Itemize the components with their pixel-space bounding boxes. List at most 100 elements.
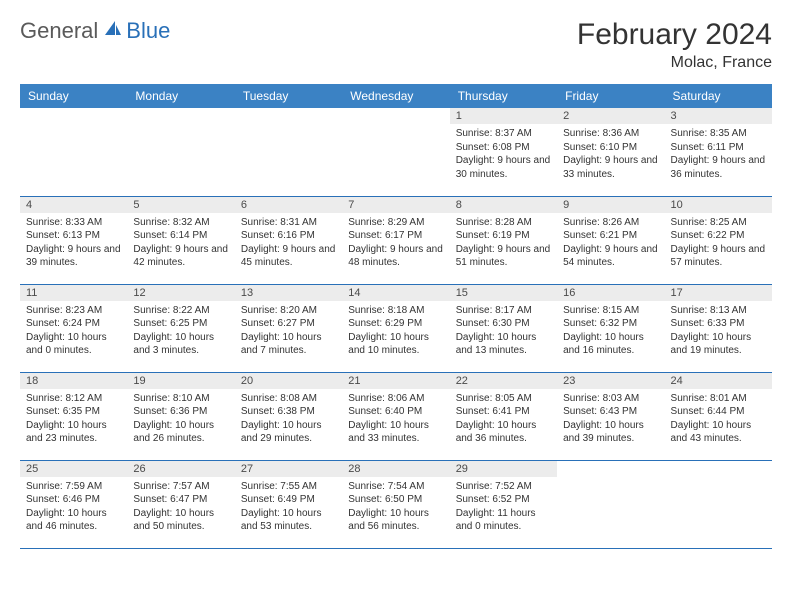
weekday-header-row: SundayMondayTuesdayWednesdayThursdayFrid… xyxy=(20,84,772,108)
day-number: 7 xyxy=(342,197,449,213)
day-cell: 5Sunrise: 8:32 AMSunset: 6:14 PMDaylight… xyxy=(127,196,234,284)
day-details: Sunrise: 7:59 AMSunset: 6:46 PMDaylight:… xyxy=(20,477,127,540)
empty-cell xyxy=(665,460,772,548)
day-cell: 12Sunrise: 8:22 AMSunset: 6:25 PMDayligh… xyxy=(127,284,234,372)
day-details: Sunrise: 8:03 AMSunset: 6:43 PMDaylight:… xyxy=(557,389,664,452)
day-number: 5 xyxy=(127,197,234,213)
day-number: 3 xyxy=(665,108,772,124)
day-number: 14 xyxy=(342,285,449,301)
day-cell: 28Sunrise: 7:54 AMSunset: 6:50 PMDayligh… xyxy=(342,460,449,548)
day-cell: 26Sunrise: 7:57 AMSunset: 6:47 PMDayligh… xyxy=(127,460,234,548)
logo-text-blue: Blue xyxy=(126,18,170,44)
day-details: Sunrise: 8:28 AMSunset: 6:19 PMDaylight:… xyxy=(450,213,557,276)
day-cell: 8Sunrise: 8:28 AMSunset: 6:19 PMDaylight… xyxy=(450,196,557,284)
day-number: 27 xyxy=(235,461,342,477)
day-number: 4 xyxy=(20,197,127,213)
day-cell: 25Sunrise: 7:59 AMSunset: 6:46 PMDayligh… xyxy=(20,460,127,548)
day-cell: 19Sunrise: 8:10 AMSunset: 6:36 PMDayligh… xyxy=(127,372,234,460)
day-details: Sunrise: 8:22 AMSunset: 6:25 PMDaylight:… xyxy=(127,301,234,364)
day-details: Sunrise: 8:01 AMSunset: 6:44 PMDaylight:… xyxy=(665,389,772,452)
day-cell: 11Sunrise: 8:23 AMSunset: 6:24 PMDayligh… xyxy=(20,284,127,372)
day-details: Sunrise: 8:12 AMSunset: 6:35 PMDaylight:… xyxy=(20,389,127,452)
day-number: 12 xyxy=(127,285,234,301)
day-details: Sunrise: 8:31 AMSunset: 6:16 PMDaylight:… xyxy=(235,213,342,276)
day-number: 20 xyxy=(235,373,342,389)
day-details: Sunrise: 8:05 AMSunset: 6:41 PMDaylight:… xyxy=(450,389,557,452)
day-cell: 22Sunrise: 8:05 AMSunset: 6:41 PMDayligh… xyxy=(450,372,557,460)
empty-cell xyxy=(20,108,127,196)
day-cell: 29Sunrise: 7:52 AMSunset: 6:52 PMDayligh… xyxy=(450,460,557,548)
day-number: 8 xyxy=(450,197,557,213)
day-number: 26 xyxy=(127,461,234,477)
day-number: 25 xyxy=(20,461,127,477)
day-details: Sunrise: 8:18 AMSunset: 6:29 PMDaylight:… xyxy=(342,301,449,364)
day-details: Sunrise: 8:32 AMSunset: 6:14 PMDaylight:… xyxy=(127,213,234,276)
logo: General Blue xyxy=(20,18,170,44)
day-number: 9 xyxy=(557,197,664,213)
day-details: Sunrise: 8:37 AMSunset: 6:08 PMDaylight:… xyxy=(450,124,557,187)
day-number: 28 xyxy=(342,461,449,477)
day-cell: 7Sunrise: 8:29 AMSunset: 6:17 PMDaylight… xyxy=(342,196,449,284)
empty-cell xyxy=(235,108,342,196)
weekday-header: Tuesday xyxy=(235,84,342,108)
day-details: Sunrise: 7:55 AMSunset: 6:49 PMDaylight:… xyxy=(235,477,342,540)
day-cell: 16Sunrise: 8:15 AMSunset: 6:32 PMDayligh… xyxy=(557,284,664,372)
empty-cell xyxy=(557,460,664,548)
day-cell: 6Sunrise: 8:31 AMSunset: 6:16 PMDaylight… xyxy=(235,196,342,284)
day-cell: 3Sunrise: 8:35 AMSunset: 6:11 PMDaylight… xyxy=(665,108,772,196)
day-cell: 24Sunrise: 8:01 AMSunset: 6:44 PMDayligh… xyxy=(665,372,772,460)
day-cell: 13Sunrise: 8:20 AMSunset: 6:27 PMDayligh… xyxy=(235,284,342,372)
day-cell: 15Sunrise: 8:17 AMSunset: 6:30 PMDayligh… xyxy=(450,284,557,372)
empty-cell xyxy=(127,108,234,196)
day-details: Sunrise: 8:35 AMSunset: 6:11 PMDaylight:… xyxy=(665,124,772,187)
weekday-header: Saturday xyxy=(665,84,772,108)
day-number: 29 xyxy=(450,461,557,477)
day-details: Sunrise: 8:23 AMSunset: 6:24 PMDaylight:… xyxy=(20,301,127,364)
sail-icon xyxy=(103,19,123,44)
day-number: 22 xyxy=(450,373,557,389)
day-cell: 14Sunrise: 8:18 AMSunset: 6:29 PMDayligh… xyxy=(342,284,449,372)
day-number: 21 xyxy=(342,373,449,389)
day-cell: 23Sunrise: 8:03 AMSunset: 6:43 PMDayligh… xyxy=(557,372,664,460)
weekday-header: Wednesday xyxy=(342,84,449,108)
day-details: Sunrise: 8:29 AMSunset: 6:17 PMDaylight:… xyxy=(342,213,449,276)
calendar-body: 1Sunrise: 8:37 AMSunset: 6:08 PMDaylight… xyxy=(20,108,772,548)
day-details: Sunrise: 7:52 AMSunset: 6:52 PMDaylight:… xyxy=(450,477,557,540)
day-details: Sunrise: 8:17 AMSunset: 6:30 PMDaylight:… xyxy=(450,301,557,364)
empty-cell xyxy=(342,108,449,196)
day-number: 13 xyxy=(235,285,342,301)
day-cell: 1Sunrise: 8:37 AMSunset: 6:08 PMDaylight… xyxy=(450,108,557,196)
day-details: Sunrise: 8:08 AMSunset: 6:38 PMDaylight:… xyxy=(235,389,342,452)
day-number: 19 xyxy=(127,373,234,389)
day-cell: 21Sunrise: 8:06 AMSunset: 6:40 PMDayligh… xyxy=(342,372,449,460)
day-cell: 10Sunrise: 8:25 AMSunset: 6:22 PMDayligh… xyxy=(665,196,772,284)
day-number: 18 xyxy=(20,373,127,389)
day-number: 2 xyxy=(557,108,664,124)
title-block: February 2024 Molac, France xyxy=(577,18,772,72)
day-cell: 9Sunrise: 8:26 AMSunset: 6:21 PMDaylight… xyxy=(557,196,664,284)
weekday-header: Sunday xyxy=(20,84,127,108)
day-details: Sunrise: 8:36 AMSunset: 6:10 PMDaylight:… xyxy=(557,124,664,187)
day-cell: 2Sunrise: 8:36 AMSunset: 6:10 PMDaylight… xyxy=(557,108,664,196)
day-number: 1 xyxy=(450,108,557,124)
day-cell: 20Sunrise: 8:08 AMSunset: 6:38 PMDayligh… xyxy=(235,372,342,460)
page-title: February 2024 xyxy=(577,18,772,52)
day-details: Sunrise: 7:57 AMSunset: 6:47 PMDaylight:… xyxy=(127,477,234,540)
day-cell: 18Sunrise: 8:12 AMSunset: 6:35 PMDayligh… xyxy=(20,372,127,460)
day-details: Sunrise: 7:54 AMSunset: 6:50 PMDaylight:… xyxy=(342,477,449,540)
location: Molac, France xyxy=(577,54,772,72)
weekday-header: Thursday xyxy=(450,84,557,108)
day-cell: 17Sunrise: 8:13 AMSunset: 6:33 PMDayligh… xyxy=(665,284,772,372)
day-number: 24 xyxy=(665,373,772,389)
day-cell: 27Sunrise: 7:55 AMSunset: 6:49 PMDayligh… xyxy=(235,460,342,548)
day-details: Sunrise: 8:13 AMSunset: 6:33 PMDaylight:… xyxy=(665,301,772,364)
day-number: 16 xyxy=(557,285,664,301)
logo-text-general: General xyxy=(20,18,98,44)
weekday-header: Friday xyxy=(557,84,664,108)
day-details: Sunrise: 8:20 AMSunset: 6:27 PMDaylight:… xyxy=(235,301,342,364)
day-number: 15 xyxy=(450,285,557,301)
day-details: Sunrise: 8:15 AMSunset: 6:32 PMDaylight:… xyxy=(557,301,664,364)
day-details: Sunrise: 8:06 AMSunset: 6:40 PMDaylight:… xyxy=(342,389,449,452)
day-number: 17 xyxy=(665,285,772,301)
day-details: Sunrise: 8:10 AMSunset: 6:36 PMDaylight:… xyxy=(127,389,234,452)
